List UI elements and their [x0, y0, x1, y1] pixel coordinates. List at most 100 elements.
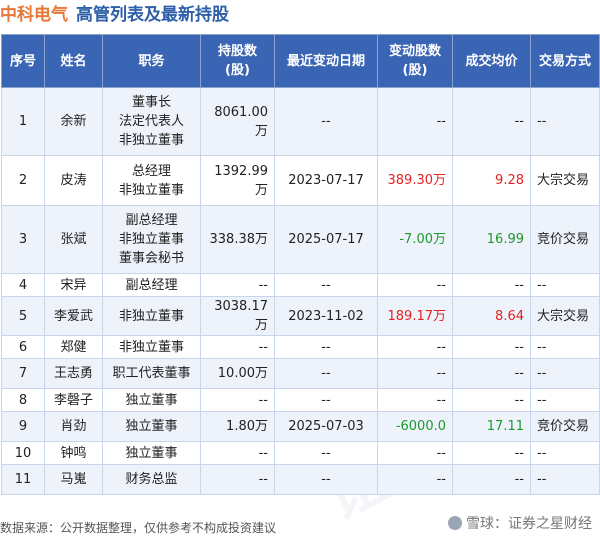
- executive-roles: 总经理 非独立董事: [102, 155, 201, 206]
- executives-table: 序号 姓名 职务 持股数 (股) 最近变动日期 变动股数 (股) 成交均价 交易方式 1 余新董…: [1, 34, 600, 495]
- trade-method: 大宗交易: [530, 296, 600, 336]
- avg-price: --: [452, 464, 531, 495]
- brand: 雪球：证券之星财经: [448, 513, 592, 533]
- column-header: 变动股数 (股): [377, 34, 453, 88]
- role: 独立董事: [125, 445, 178, 461]
- shares-held: --: [200, 441, 275, 465]
- role: 副总经理: [125, 213, 178, 228]
- table-row: 5 李爱武 非独立董事 3038.17万 2023-11-02 189.17万 8.64 大宗…: [1, 296, 600, 336]
- trade-method: 竞价交易: [530, 411, 600, 442]
- change-shares: --: [377, 358, 453, 389]
- avg-price: 9.28: [452, 155, 531, 206]
- executive-roles: 独立董事: [102, 411, 201, 442]
- role: 法定代表人: [118, 114, 184, 129]
- executive-name: 张斌: [44, 205, 103, 274]
- role: 独立董事: [125, 419, 178, 434]
- table-row: 1 余新 董事长 法定代表人 非独立董事 8061.00万 -- -- -- --: [1, 87, 600, 156]
- shares-held: 338.38万: [200, 205, 275, 274]
- table-header-row: 序号 姓名 职务 持股数 (股) 最近变动日期 变动股数 (股) 成交均价 交易方式: [1, 34, 600, 88]
- change-shares: --: [377, 464, 453, 495]
- table-row: 9 肖劲 独立董事 1.80万 2025-07-03 -6000.0 17.11 竞价交易: [1, 411, 600, 442]
- change-shares: --: [377, 441, 453, 465]
- avg-price: --: [452, 358, 531, 389]
- brand-text: 雪球：证券之星财经: [466, 516, 592, 532]
- executive-roles: 非独立董事: [102, 335, 201, 359]
- shares-held: --: [200, 388, 275, 412]
- executive-name: 李爱武: [44, 296, 103, 336]
- executive-roles: 财务总监: [102, 464, 201, 495]
- table-row: 2 皮涛 总经理 非独立董事 1392.99万 2023-07-17 389.30万 9.28…: [1, 155, 600, 206]
- role: 非独立董事: [118, 133, 184, 148]
- last-change-date: --: [274, 335, 378, 359]
- table-row: 6 郑健 非独立董事 -- -- -- -- --: [1, 335, 600, 359]
- row-number: 2: [1, 155, 45, 206]
- role: 非独立董事: [118, 308, 184, 324]
- trade-method: --: [530, 335, 600, 359]
- avg-price: --: [452, 335, 531, 359]
- change-shares: --: [377, 273, 453, 297]
- executive-name: 宋异: [44, 273, 103, 297]
- executive-name: 皮涛: [44, 155, 103, 206]
- role: 总经理: [131, 163, 171, 179]
- role: 职工代表董事: [112, 366, 191, 381]
- trade-method: --: [530, 388, 600, 412]
- data-source-note: 数据来源：公开数据整理，仅供参考不构成投资建议: [0, 521, 277, 535]
- row-number: 1: [1, 87, 45, 156]
- trade-method: 竞价交易: [530, 205, 600, 274]
- last-change-date: --: [274, 358, 378, 389]
- column-header: 持股数 (股): [200, 34, 275, 88]
- shares-held: --: [200, 335, 275, 359]
- column-header: 交易方式: [530, 34, 600, 88]
- avg-price: 16.99: [452, 205, 531, 274]
- row-number: 4: [1, 273, 45, 297]
- change-shares: -7.00万: [377, 205, 453, 274]
- role: 独立董事: [125, 392, 178, 408]
- role: 副总经理: [125, 277, 178, 293]
- role: 非独立董事: [118, 339, 184, 355]
- row-number: 3: [1, 205, 45, 274]
- row-number: 10: [1, 441, 45, 465]
- row-number: 9: [1, 411, 45, 442]
- executive-name: 肖劲: [44, 411, 103, 442]
- avg-price: --: [452, 388, 531, 412]
- avg-price: --: [452, 441, 531, 465]
- role: 董事长: [131, 95, 171, 110]
- column-header: 成交均价: [452, 34, 531, 88]
- table-row: 8 李磬子 独立董事 -- -- -- -- --: [1, 388, 600, 412]
- table-title: 高管列表及最新持股: [76, 5, 229, 25]
- last-change-date: 2025-07-17: [274, 205, 378, 274]
- table-row: 3 张斌 副总经理 非独立董事 董事会秘书 338.38万 2025-07-17 -7.00万…: [1, 205, 600, 274]
- change-shares: -6000.0: [377, 411, 453, 442]
- shares-held: 1392.99万: [200, 155, 275, 206]
- role: 非独立董事: [118, 182, 184, 198]
- last-change-date: --: [274, 464, 378, 495]
- executive-name: 马嵬: [44, 464, 103, 495]
- executive-roles: 副总经理 非独立董事 董事会秘书: [102, 205, 201, 274]
- last-change-date: --: [274, 87, 378, 156]
- column-header: 最近变动日期: [274, 34, 378, 88]
- last-change-date: 2023-07-17: [274, 155, 378, 206]
- role: 非独立董事: [118, 232, 184, 247]
- executive-roles: 独立董事: [102, 441, 201, 465]
- row-number: 5: [1, 296, 45, 336]
- executive-name: 郑健: [44, 335, 103, 359]
- last-change-date: --: [274, 388, 378, 412]
- column-header: 职务: [102, 34, 201, 88]
- shares-held: --: [200, 273, 275, 297]
- last-change-date: 2025-07-03: [274, 411, 378, 442]
- trade-method: 大宗交易: [530, 155, 600, 206]
- trade-method: --: [530, 464, 600, 495]
- executive-roles: 副总经理: [102, 273, 201, 297]
- shares-held: 10.00万: [200, 358, 275, 389]
- trade-method: --: [530, 358, 600, 389]
- trade-method: --: [530, 273, 600, 297]
- change-shares: --: [377, 87, 453, 156]
- executive-roles: 董事长法定代表人非独立董事: [102, 87, 201, 156]
- page-title: 中科电气 高管列表及最新持股: [0, 0, 229, 30]
- executive-roles: 非独立董事: [102, 296, 201, 336]
- avg-price: --: [452, 273, 531, 297]
- last-change-date: --: [274, 273, 378, 297]
- shares-held: 1.80万: [200, 411, 275, 442]
- executive-name: 王志勇: [44, 358, 103, 389]
- last-change-date: --: [274, 441, 378, 465]
